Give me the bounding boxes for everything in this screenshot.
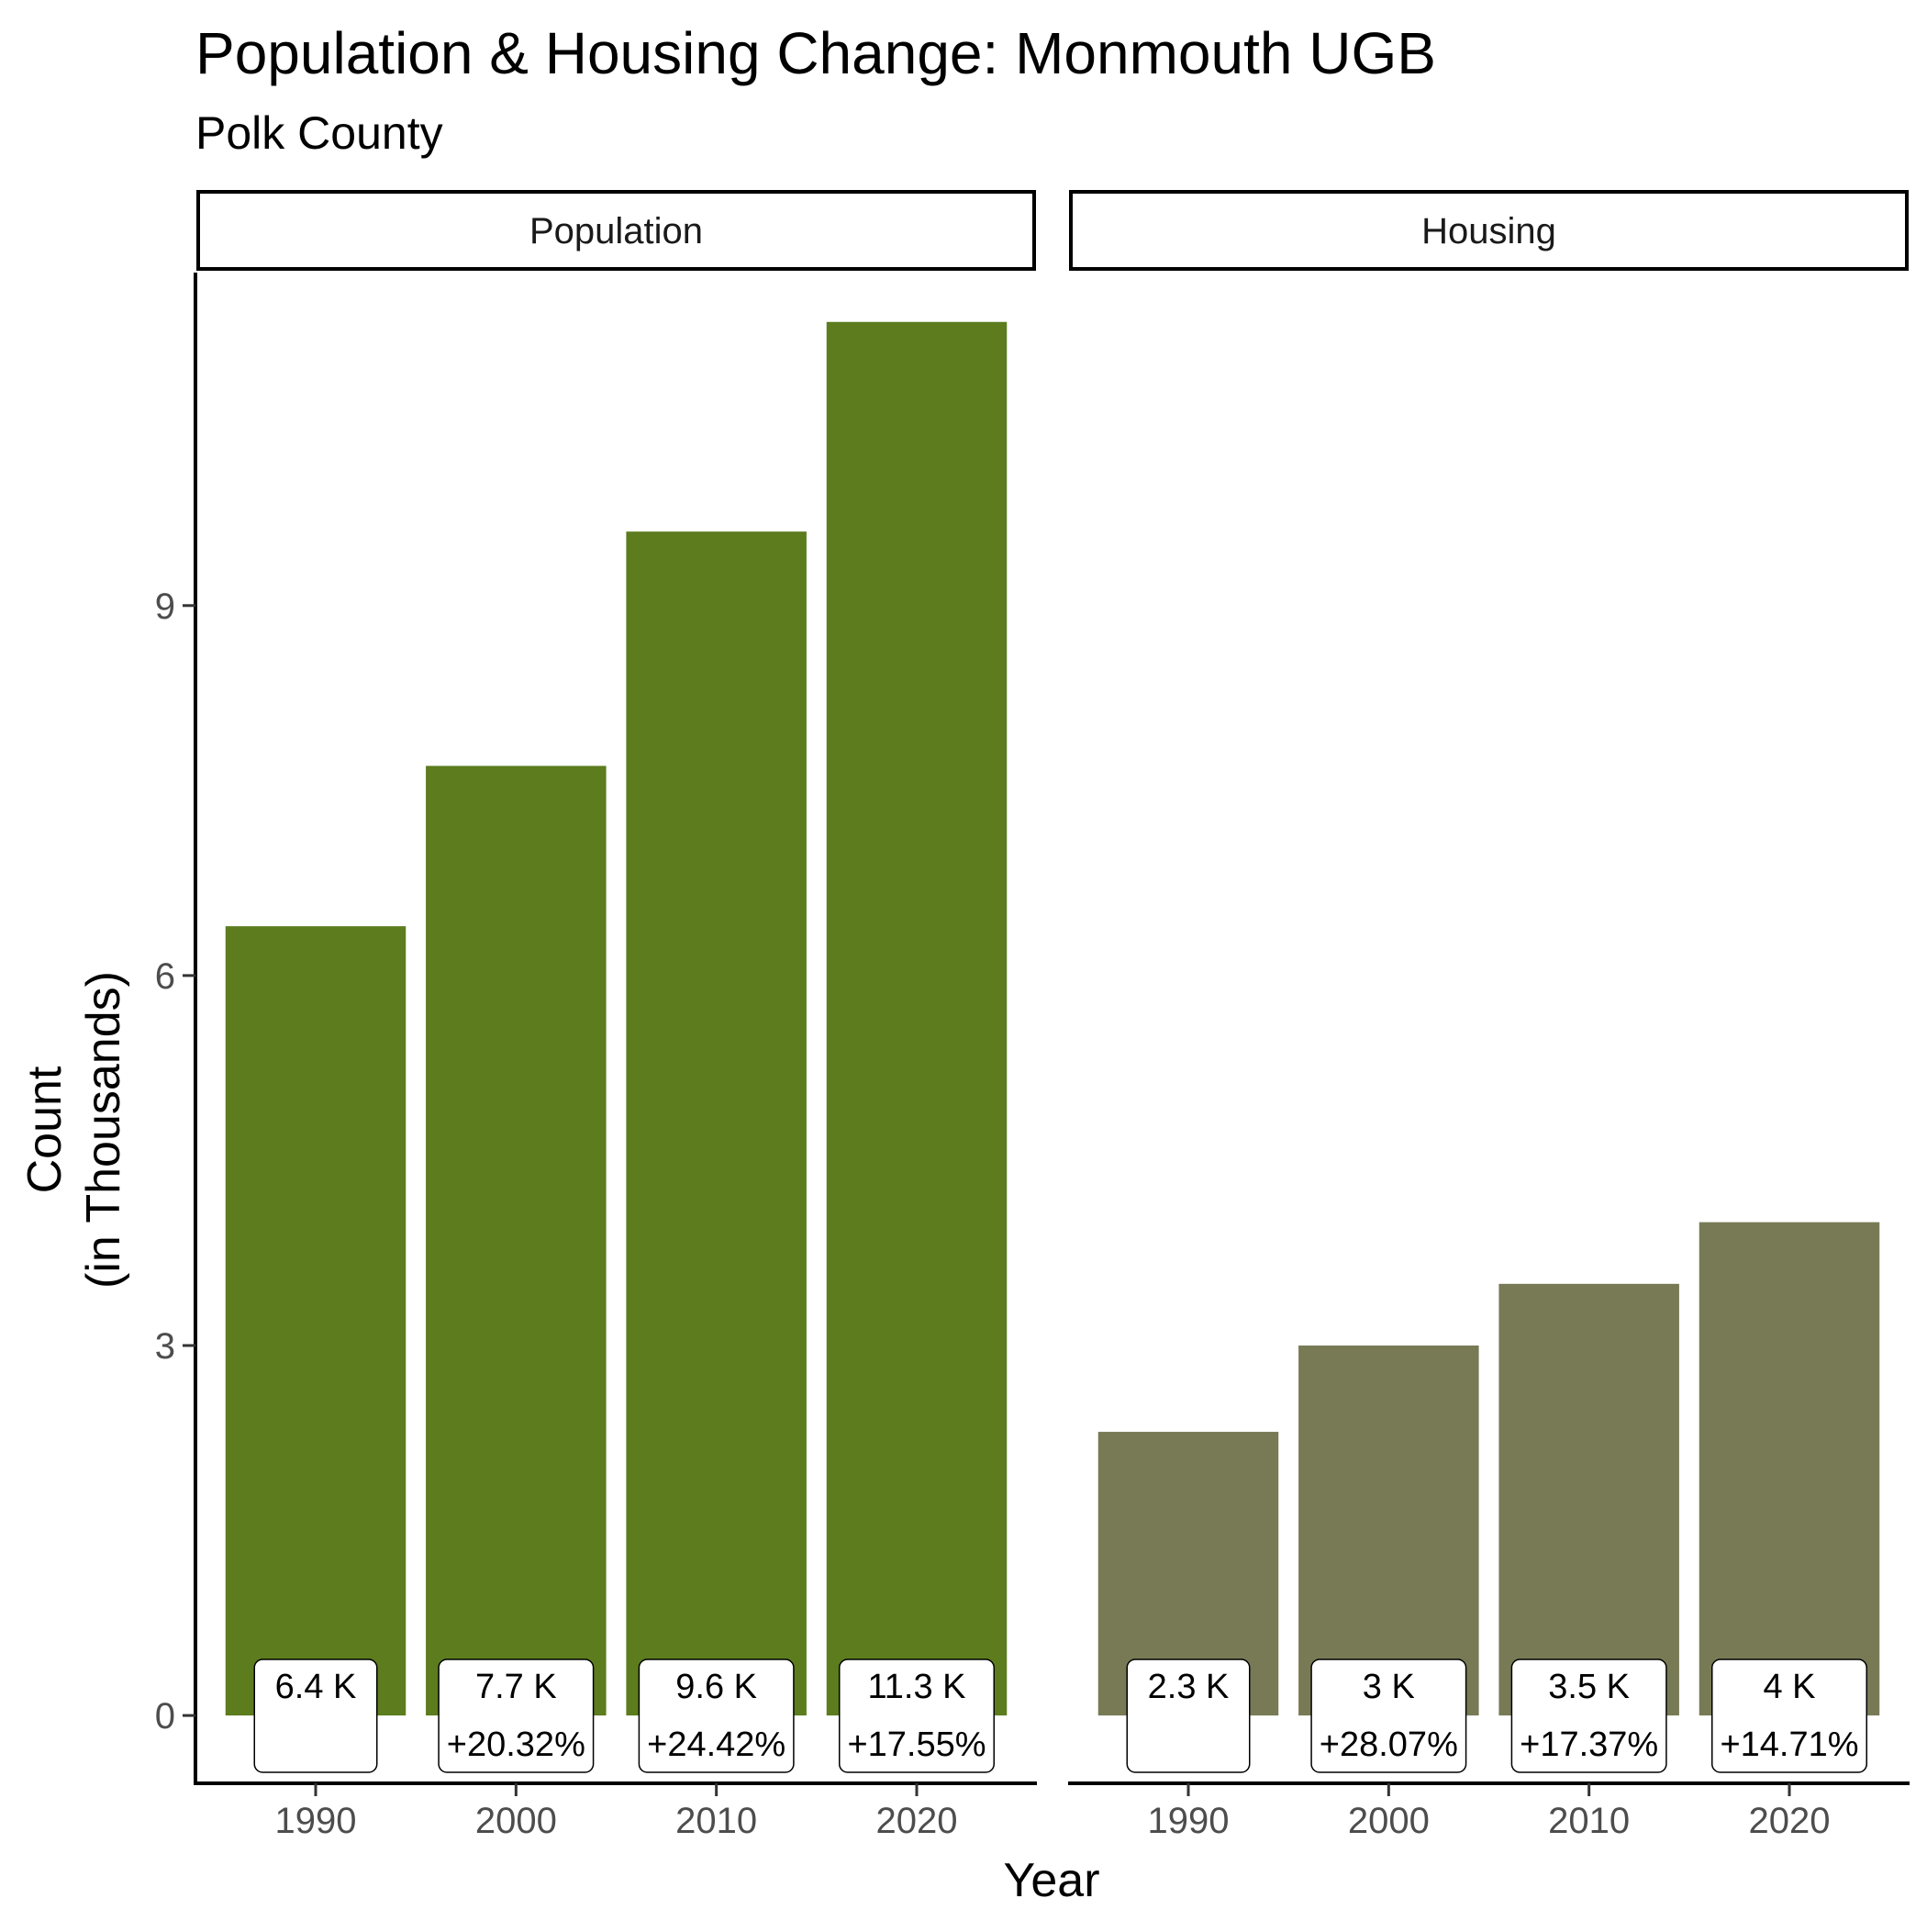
bar-housing-2010 <box>1498 1283 1679 1716</box>
bar-population-2020 <box>826 321 1008 1716</box>
data-label-box-housing-1990 <box>1126 1658 1251 1773</box>
data-label-value-population-2020: 11.3 K <box>867 1668 965 1706</box>
y-axis-title: Count (in Thousands) <box>18 971 130 1289</box>
x-tick-label-housing-2000: 2000 <box>1348 1801 1430 1841</box>
chart-subtitle: Polk County <box>195 107 443 159</box>
data-label-change-housing-2010: +17.37% <box>1520 1725 1658 1764</box>
facet-strip-label-housing: Housing <box>1421 211 1556 251</box>
x-tick-label-housing-2010: 2010 <box>1548 1801 1630 1841</box>
x-tick-label-population-2000: 2000 <box>475 1801 557 1841</box>
data-label-change-population-2000: +20.32% <box>447 1725 585 1764</box>
facet-panels: Population 6.4 K 7.7 K +20.32% 9.6 K +24.42% 1… <box>155 190 1910 1841</box>
chart-title: Population & Housing Change: Monmouth UG… <box>195 20 1436 86</box>
data-label-value-population-1990: 6.4 K <box>275 1668 357 1706</box>
data-label-value-housing-2020: 4 K <box>1763 1668 1815 1706</box>
data-label-change-population-2020: +17.55% <box>847 1725 986 1764</box>
data-label-change-housing-2000: +28.07% <box>1320 1725 1458 1764</box>
data-label-change-housing-2020: +14.71% <box>1720 1725 1858 1764</box>
x-tick-label-population-2020: 2020 <box>876 1801 958 1841</box>
facet-strip-population <box>196 190 1036 271</box>
x-axis-title: Year <box>1003 1854 1099 1907</box>
y-tick-label-0: 0 <box>155 1696 175 1737</box>
data-label-box-population-2010 <box>638 1658 795 1773</box>
y-axis-title-line-2: (in Thousands) <box>77 971 130 1289</box>
y-axis-title-line-1: Count <box>18 1066 72 1193</box>
y-tick-label-3: 3 <box>155 1326 175 1367</box>
data-label-value-housing-2010: 3.5 K <box>1548 1668 1630 1706</box>
data-label-value-housing-2000: 3 K <box>1363 1668 1415 1706</box>
x-tick-label-housing-1990: 1990 <box>1148 1801 1230 1841</box>
facet-strip-housing <box>1069 190 1909 271</box>
data-label-value-population-2010: 9.6 K <box>675 1668 757 1706</box>
bar-housing-2000 <box>1298 1345 1479 1716</box>
bar-population-2000 <box>426 765 607 1716</box>
data-label-value-population-2000: 7.7 K <box>475 1668 557 1706</box>
x-tick-label-housing-2020: 2020 <box>1749 1801 1831 1841</box>
x-tick-label-population-2010: 2010 <box>675 1801 757 1841</box>
data-label-value-housing-1990: 2.3 K <box>1148 1668 1230 1706</box>
data-label-box-population-2000 <box>438 1658 595 1773</box>
data-label-box-population-2020 <box>839 1658 995 1773</box>
data-label-box-housing-2000 <box>1310 1658 1467 1773</box>
y-tick-label-6: 6 <box>155 956 175 997</box>
bar-population-1990 <box>225 926 407 1716</box>
y-tick-label-9: 9 <box>155 586 175 627</box>
facet-strip-label-population: Population <box>529 211 703 251</box>
data-label-box-housing-2020 <box>1711 1658 1867 1773</box>
bar-population-2010 <box>626 531 807 1716</box>
x-tick-label-population-1990: 1990 <box>275 1801 357 1841</box>
data-label-change-population-2010: +24.42% <box>647 1725 785 1764</box>
data-label-box-housing-2010 <box>1510 1658 1667 1773</box>
data-label-box-population-1990 <box>253 1658 378 1773</box>
bar-housing-2020 <box>1699 1222 1880 1716</box>
